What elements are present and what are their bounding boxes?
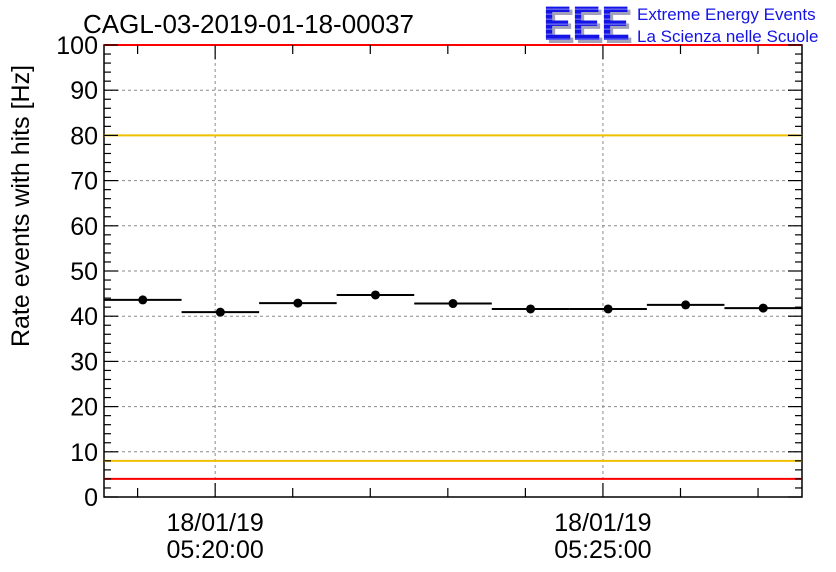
- eee-logo-letters: EEE: [543, 0, 630, 51]
- y-tick-label: 70: [70, 168, 98, 196]
- logo-tagline-italian: La Scienza nelle Scuole: [637, 27, 818, 46]
- x-tick-label-time: 05:25:00: [554, 536, 651, 564]
- x-tick-label-date: 18/01/19: [554, 509, 651, 537]
- y-tick-label: 10: [70, 439, 98, 467]
- y-tick-label: 90: [70, 77, 98, 105]
- data-point: [603, 304, 613, 314]
- x-tick-label-time: 05:20:00: [166, 536, 263, 564]
- y-tick-label: 50: [70, 258, 98, 286]
- y-tick-label: 100: [56, 32, 98, 60]
- y-axis-title: Rate events with hits [Hz]: [7, 65, 35, 347]
- chart-title: CAGL-03-2019-01-18-00037: [83, 9, 414, 39]
- data-series: [104, 290, 802, 317]
- y-tick-label: 20: [70, 394, 98, 422]
- axis-tick-labels: 010203040506070809010018/01/1905:20:0018…: [56, 32, 651, 564]
- y-tick-label: 80: [70, 122, 98, 150]
- logo-tagline-english: Extreme Energy Events: [637, 5, 816, 24]
- eee-logo: EEE EEE Extreme Energy Events La Scienza…: [543, 0, 818, 54]
- axis-ticks: [104, 44, 802, 498]
- data-point: [448, 299, 458, 309]
- x-tick-label-date: 18/01/19: [166, 509, 263, 537]
- data-point: [215, 307, 225, 317]
- data-point: [681, 300, 691, 310]
- y-tick-label: 60: [70, 213, 98, 241]
- data-point: [138, 295, 148, 305]
- y-tick-label: 30: [70, 348, 98, 376]
- threshold-lines: [104, 44, 802, 480]
- y-tick-label: 40: [70, 303, 98, 331]
- data-point: [758, 303, 768, 313]
- data-point: [526, 304, 536, 314]
- grid-lines: [104, 45, 802, 497]
- data-point: [293, 298, 303, 308]
- y-tick-label: 0: [84, 484, 98, 512]
- data-point: [370, 290, 380, 300]
